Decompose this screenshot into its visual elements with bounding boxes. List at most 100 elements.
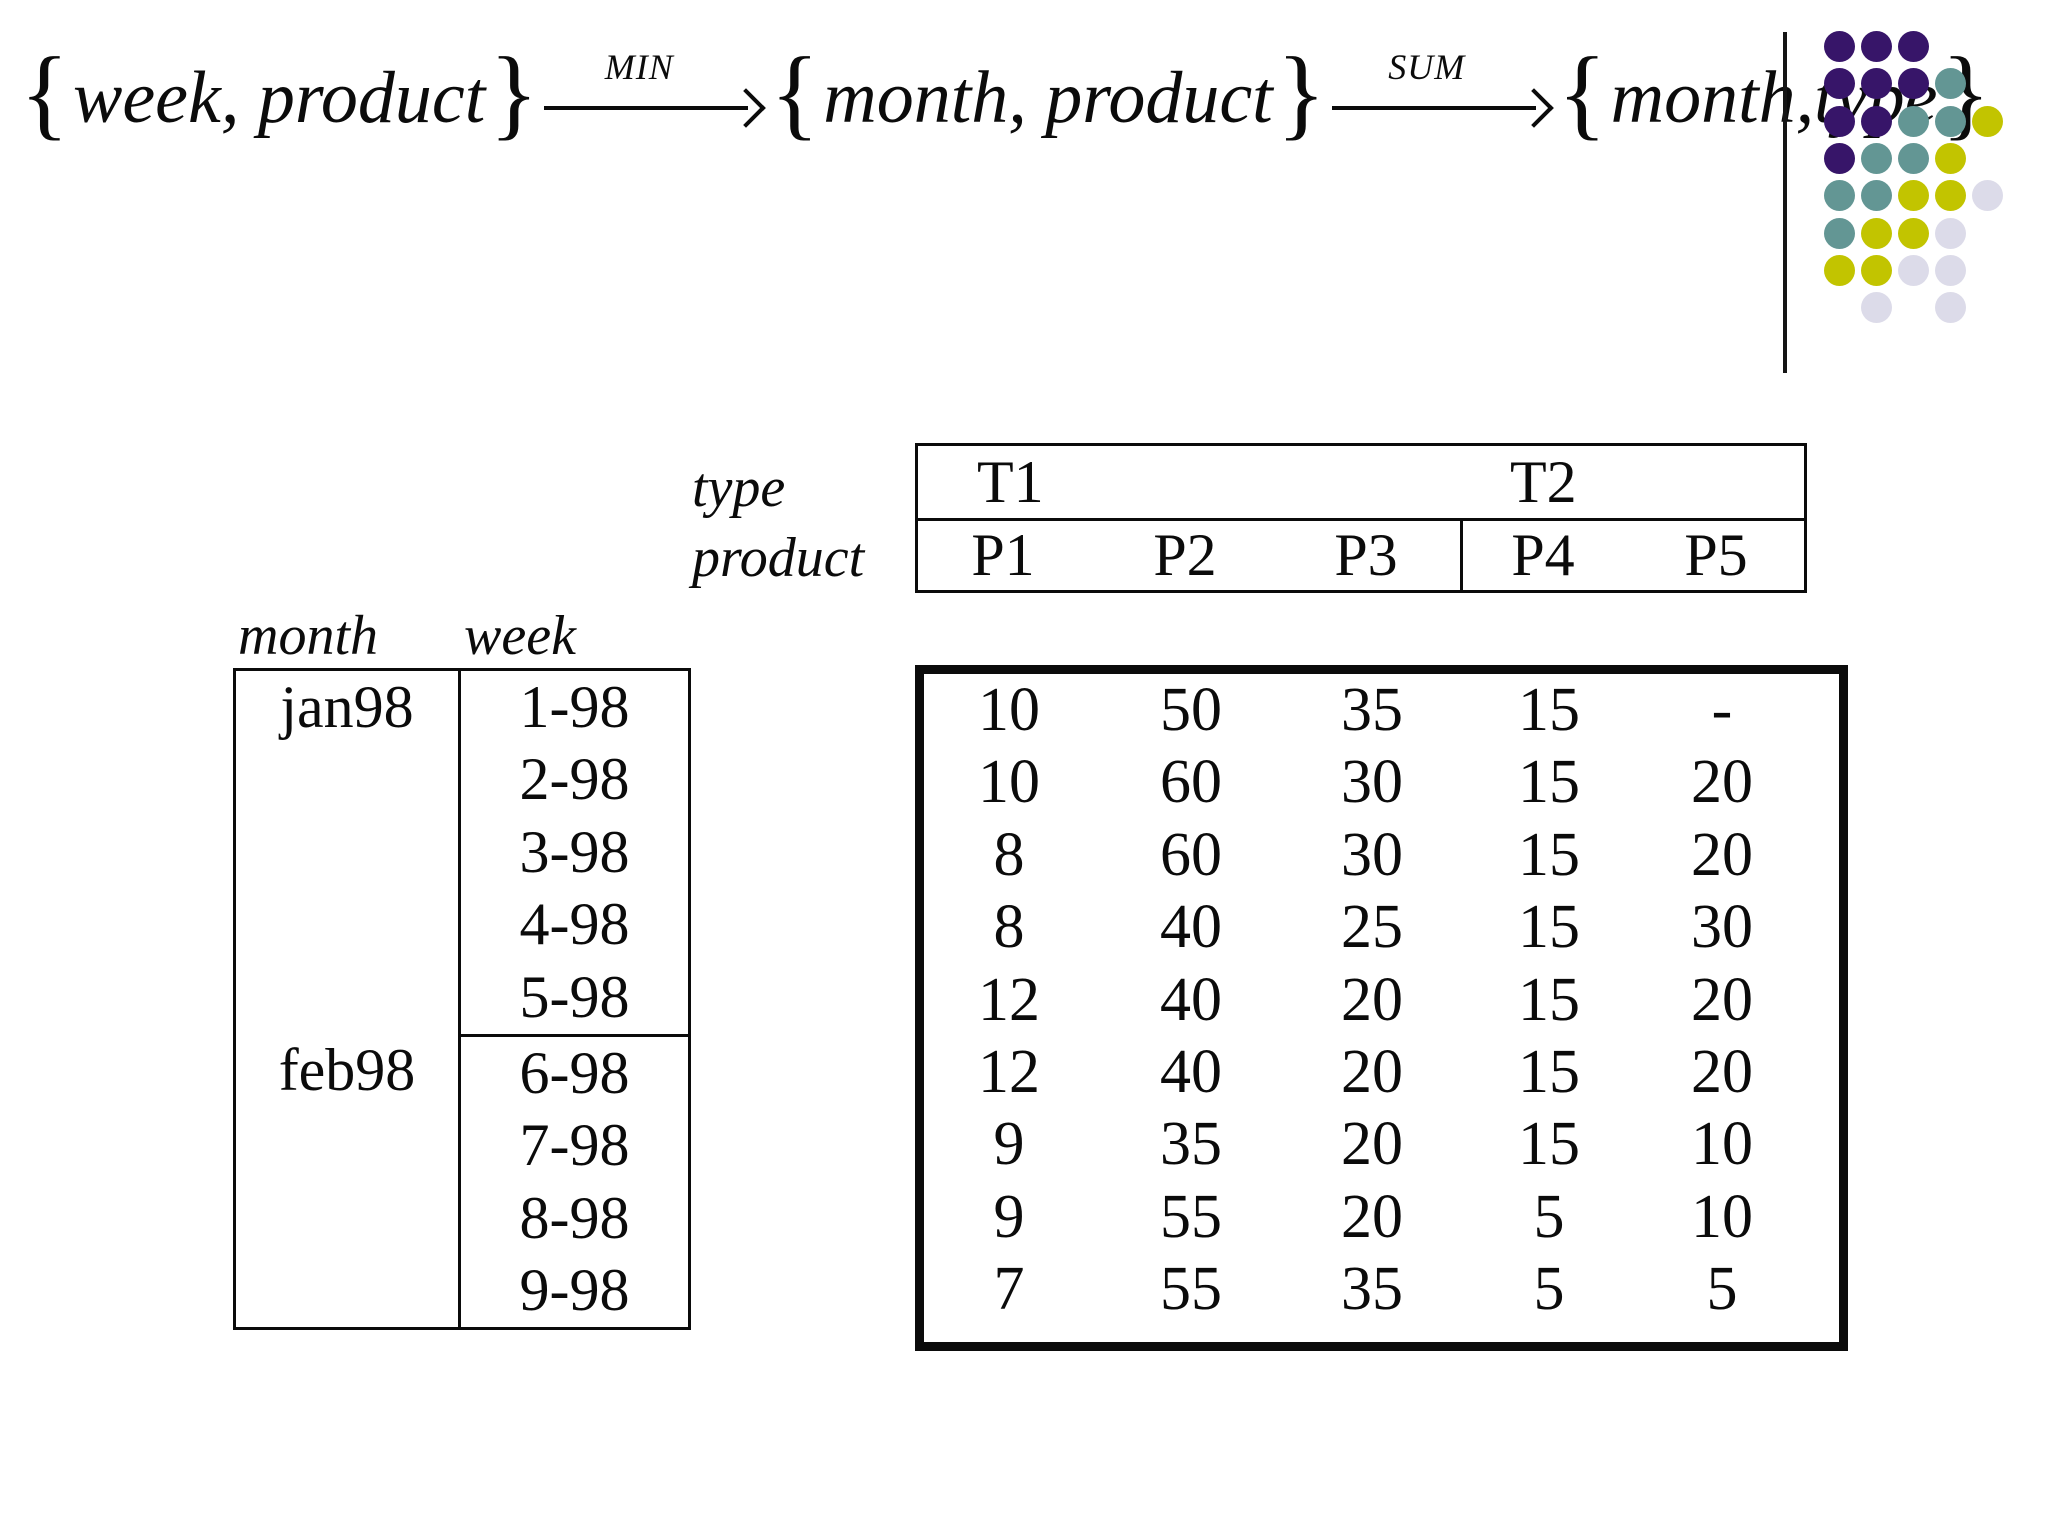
week-cell: 1-98	[519, 673, 630, 740]
type-group-divider	[1460, 521, 1463, 590]
fact-cell: 40	[1160, 893, 1222, 962]
decorative-dot	[1861, 142, 1892, 174]
fact-cell: 20	[1691, 965, 1753, 1034]
formula-term-month-product: { month, product }	[770, 43, 1325, 149]
fact-cell: 10	[1691, 1182, 1753, 1251]
fact-cell: 12	[978, 965, 1040, 1034]
type-header-row: T1 T2	[918, 446, 1804, 521]
month-week-table: jan98 feb98 1-98 2-98 3-98 4-98 5-98 6-98 7-98 8…	[233, 668, 691, 1330]
decorative-dot	[1861, 68, 1892, 100]
decorative-dot	[1824, 105, 1855, 137]
formula-term-week-product: { week, product }	[20, 43, 538, 149]
fact-row: 7 55 35 5 5	[924, 1253, 1839, 1325]
decorative-dot	[1898, 142, 1929, 174]
fact-row: 9 55 20 5 10	[924, 1181, 1839, 1253]
decorative-dot	[1935, 142, 1966, 174]
decorative-dot	[1861, 105, 1892, 137]
product-cell: P4	[1511, 522, 1575, 588]
fact-cell: 10	[1691, 1110, 1753, 1179]
fact-cell: 30	[1341, 820, 1403, 889]
week-column: 1-98 2-98 3-98 4-98 5-98 6-98 7-98 8-98 9-98	[461, 671, 688, 1327]
decorative-dot	[1898, 254, 1929, 286]
month-column: jan98 feb98	[236, 671, 461, 1327]
decorative-dot	[1824, 31, 1855, 62]
sum-arrow-label: SUM	[1388, 47, 1466, 87]
week-cell: 5-98	[519, 964, 630, 1031]
fact-cell: 40	[1160, 1037, 1222, 1106]
product-cell: P2	[1153, 522, 1217, 588]
fact-cell: 8	[993, 820, 1025, 889]
fact-cell: 15	[1518, 1110, 1580, 1179]
product-cell: P5	[1684, 522, 1748, 588]
fact-cell: 15	[1518, 748, 1580, 817]
fact-cell: 8	[993, 893, 1025, 962]
decorative-dot	[1824, 180, 1855, 212]
fact-cell: 30	[1691, 893, 1753, 962]
decorative-dot	[1861, 180, 1892, 212]
type-axis-label: type	[692, 457, 786, 519]
dots-decoration	[1824, 31, 2010, 331]
formula-term-text: week, product	[72, 57, 486, 139]
fact-cell: 15	[1518, 820, 1580, 889]
fact-row: 9 35 20 15 10	[924, 1108, 1839, 1180]
fact-cell: 10	[978, 748, 1040, 817]
fact-row: 8 60 30 15 20	[924, 819, 1839, 891]
decorative-dot	[1972, 180, 2003, 212]
fact-cell: 20	[1341, 1037, 1403, 1106]
fact-cell: 20	[1691, 820, 1753, 889]
fact-row: 12 40 20 15 20	[924, 964, 1839, 1036]
min-arrow-label: MIN	[604, 47, 674, 87]
fact-cell: 9	[993, 1110, 1025, 1179]
right-arrowhead-icon	[1513, 88, 1554, 128]
fact-cell: 20	[1341, 1182, 1403, 1251]
fact-cell: 55	[1160, 1255, 1222, 1324]
fact-cell: 40	[1160, 965, 1222, 1034]
fact-cell: 30	[1341, 748, 1403, 817]
decorative-dot	[1935, 217, 1966, 249]
vertical-divider	[1783, 32, 1787, 373]
product-cell: P1	[971, 522, 1035, 588]
arrow-shaft	[544, 106, 749, 110]
decorative-dot	[1935, 105, 1966, 137]
decorative-dot	[1935, 254, 1966, 286]
fact-cell: 20	[1341, 1110, 1403, 1179]
fact-cell: 55	[1160, 1182, 1222, 1251]
fact-cell: 5	[1533, 1182, 1565, 1251]
month-column-label: month	[238, 605, 378, 667]
decorative-dot	[1898, 105, 1929, 137]
min-arrow: MIN	[544, 40, 767, 156]
arrow-shaft	[1331, 106, 1536, 110]
decorative-dot	[1861, 217, 1892, 249]
fact-row: 12 40 20 15 20	[924, 1036, 1839, 1108]
fact-cell: 5	[1533, 1255, 1565, 1324]
decorative-dot	[1898, 31, 1929, 62]
decorative-dot	[1935, 292, 1966, 324]
week-cell: 2-98	[519, 746, 630, 813]
fact-cell: 35	[1341, 1255, 1403, 1324]
fact-row: 10 60 30 15 20	[924, 746, 1839, 818]
decorative-dot	[1898, 217, 1929, 249]
fact-cell: 60	[1160, 820, 1222, 889]
week-cell: 9-98	[519, 1257, 630, 1324]
aggregation-formula: { week, product } MIN { month, product }…	[20, 40, 1990, 156]
week-cell: 4-98	[519, 891, 630, 958]
fact-cell: 15	[1518, 1037, 1580, 1106]
fact-cell: 15	[1518, 676, 1580, 744]
product-axis-label: product	[692, 527, 865, 589]
close-brace: }	[1276, 37, 1326, 150]
fact-cell: 35	[1341, 676, 1403, 744]
month-cell: jan98	[280, 674, 414, 740]
decorative-dot	[1824, 217, 1855, 249]
fact-cell: -	[1711, 676, 1733, 744]
decorative-dot	[1935, 180, 1966, 212]
decorative-dot	[1861, 292, 1892, 324]
open-brace: {	[20, 37, 69, 150]
fact-row: 8 40 25 15 30	[924, 891, 1839, 963]
open-brace: {	[770, 37, 820, 150]
fact-cell: 60	[1160, 748, 1222, 817]
week-cell: 6-98	[461, 1033, 688, 1110]
fact-cell: 15	[1518, 965, 1580, 1034]
sum-arrow: SUM	[1331, 40, 1554, 156]
fact-cell: 20	[1691, 1037, 1753, 1106]
